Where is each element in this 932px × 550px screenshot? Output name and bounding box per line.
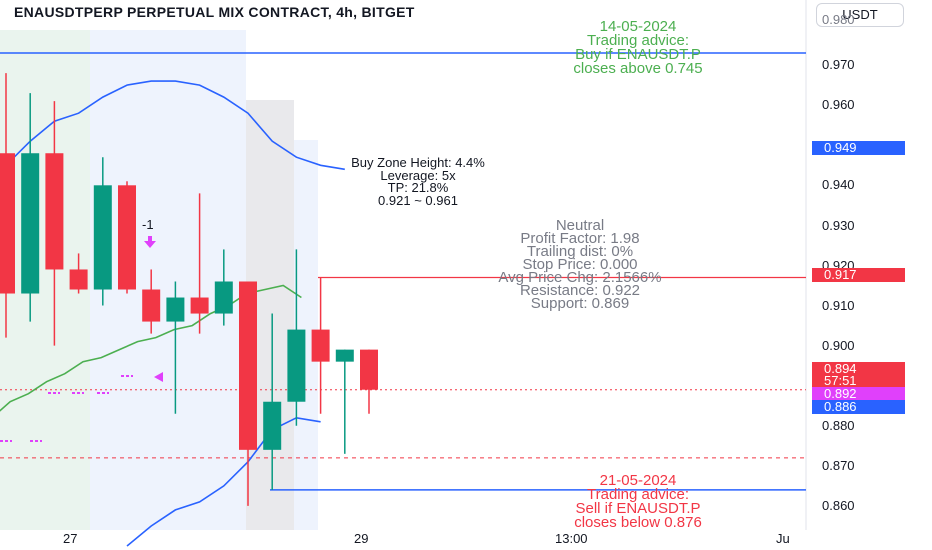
buy-advice-line: closes above 0.745: [573, 60, 703, 77]
countdown-tag: 57:51: [812, 374, 905, 388]
time-axis-label: Ju: [776, 531, 790, 546]
buy-zone-line: TP: 21.8%: [387, 180, 449, 195]
buy-zone-line: 0.921 ~ 0.961: [378, 192, 458, 208]
candle-body: [335, 349, 354, 362]
candle-body: [21, 153, 40, 294]
blue-zone-bg: [90, 30, 246, 530]
buy-advice-line: Trading advice:: [587, 32, 689, 49]
currency-selector[interactable]: USDT: [816, 3, 904, 27]
strategy-stats: Neutral Profit Factor: 1.98 Trailing dis…: [430, 217, 730, 312]
price-axis-label: 0.880: [822, 418, 855, 433]
stats-line: Avg Price Chg: 2.1566%: [498, 269, 662, 286]
down-arrow-icon: [144, 236, 156, 248]
sell-advice-line: closes below 0.876: [574, 514, 702, 531]
candle-body: [311, 329, 330, 362]
candle-body: [239, 281, 257, 450]
upper-band-line: [5, 80, 345, 171]
buy-advice-line: Buy if ENAUSDT.P: [575, 46, 701, 63]
signal-price-tag: 0.892: [812, 387, 905, 401]
price-axis-label: 0.960: [822, 97, 855, 112]
price-axis-label: 0.970: [822, 57, 855, 72]
last-price-tag: 0.894: [812, 362, 905, 376]
candle-body: [190, 297, 209, 314]
stats-line: Stop Price: 0.000: [522, 256, 638, 273]
buy-zone-info: Buy Zone Height: 4.4% Leverage: 5x TP: 2…: [268, 155, 568, 208]
time-axis-label: 13:00: [555, 531, 588, 546]
stats-line: Neutral: [555, 217, 605, 234]
signal-label: -1: [142, 217, 154, 232]
candle-body: [142, 289, 161, 322]
price-axis-label: 0.940: [822, 177, 855, 192]
basis-price-tag: 0.917: [812, 268, 905, 282]
chart-title: ENAUSDTPERP PERPETUAL MIX CONTRACT, 4h, …: [14, 4, 415, 20]
candle-body: [45, 153, 64, 270]
buy-advice-date: 14-05-2024: [599, 18, 677, 35]
sell-advice-line: Sell if ENAUSDT.P: [575, 500, 701, 517]
sell-advice-note: 21-05-2024 Trading advice: Sell if ENAUS…: [488, 472, 788, 531]
upper-band-price-tag: 0.949: [812, 141, 905, 155]
candle-body: [166, 297, 185, 322]
price-axis-label: 0.910: [822, 298, 855, 313]
candle-body: [69, 269, 88, 290]
buy-advice-note: 14-05-2024 Trading advice: Buy if ENAUSD…: [488, 18, 788, 77]
stats-line: Support: 0.869: [530, 295, 630, 312]
candle-body: [118, 185, 136, 290]
price-axis-label: 0.870: [822, 458, 855, 473]
candle-body: [214, 281, 233, 314]
price-axis-label: 0.860: [822, 498, 855, 513]
stats-line: Trailing dist: 0%: [526, 243, 634, 260]
time-axis-label: 27: [63, 531, 78, 546]
candle-body: [263, 401, 282, 450]
candle-body: [0, 153, 15, 294]
sell-advice-line: Trading advice:: [587, 486, 689, 503]
time-axis-label: 29: [354, 531, 369, 546]
buy-zone-line: Buy Zone Height: 4.4%: [351, 155, 485, 170]
lower-band-line: [126, 416, 321, 547]
price-axis-label: 0.900: [822, 338, 855, 353]
lower-band-price-tag: 0.886: [812, 400, 905, 414]
candle-body: [287, 329, 306, 402]
buy-zone-line: Leverage: 5x: [380, 167, 456, 183]
candle-body: [360, 349, 378, 390]
candle-body: [93, 185, 112, 290]
sell-advice-date: 21-05-2024: [599, 472, 677, 489]
price-axis-label: 0.930: [822, 218, 855, 233]
stats-line: Profit Factor: 1.98: [520, 230, 640, 247]
stats-line: Resistance: 0.922: [519, 282, 641, 299]
price-axis-label-partial: 0.980: [822, 12, 855, 27]
left-arrow-icon: [154, 372, 163, 382]
